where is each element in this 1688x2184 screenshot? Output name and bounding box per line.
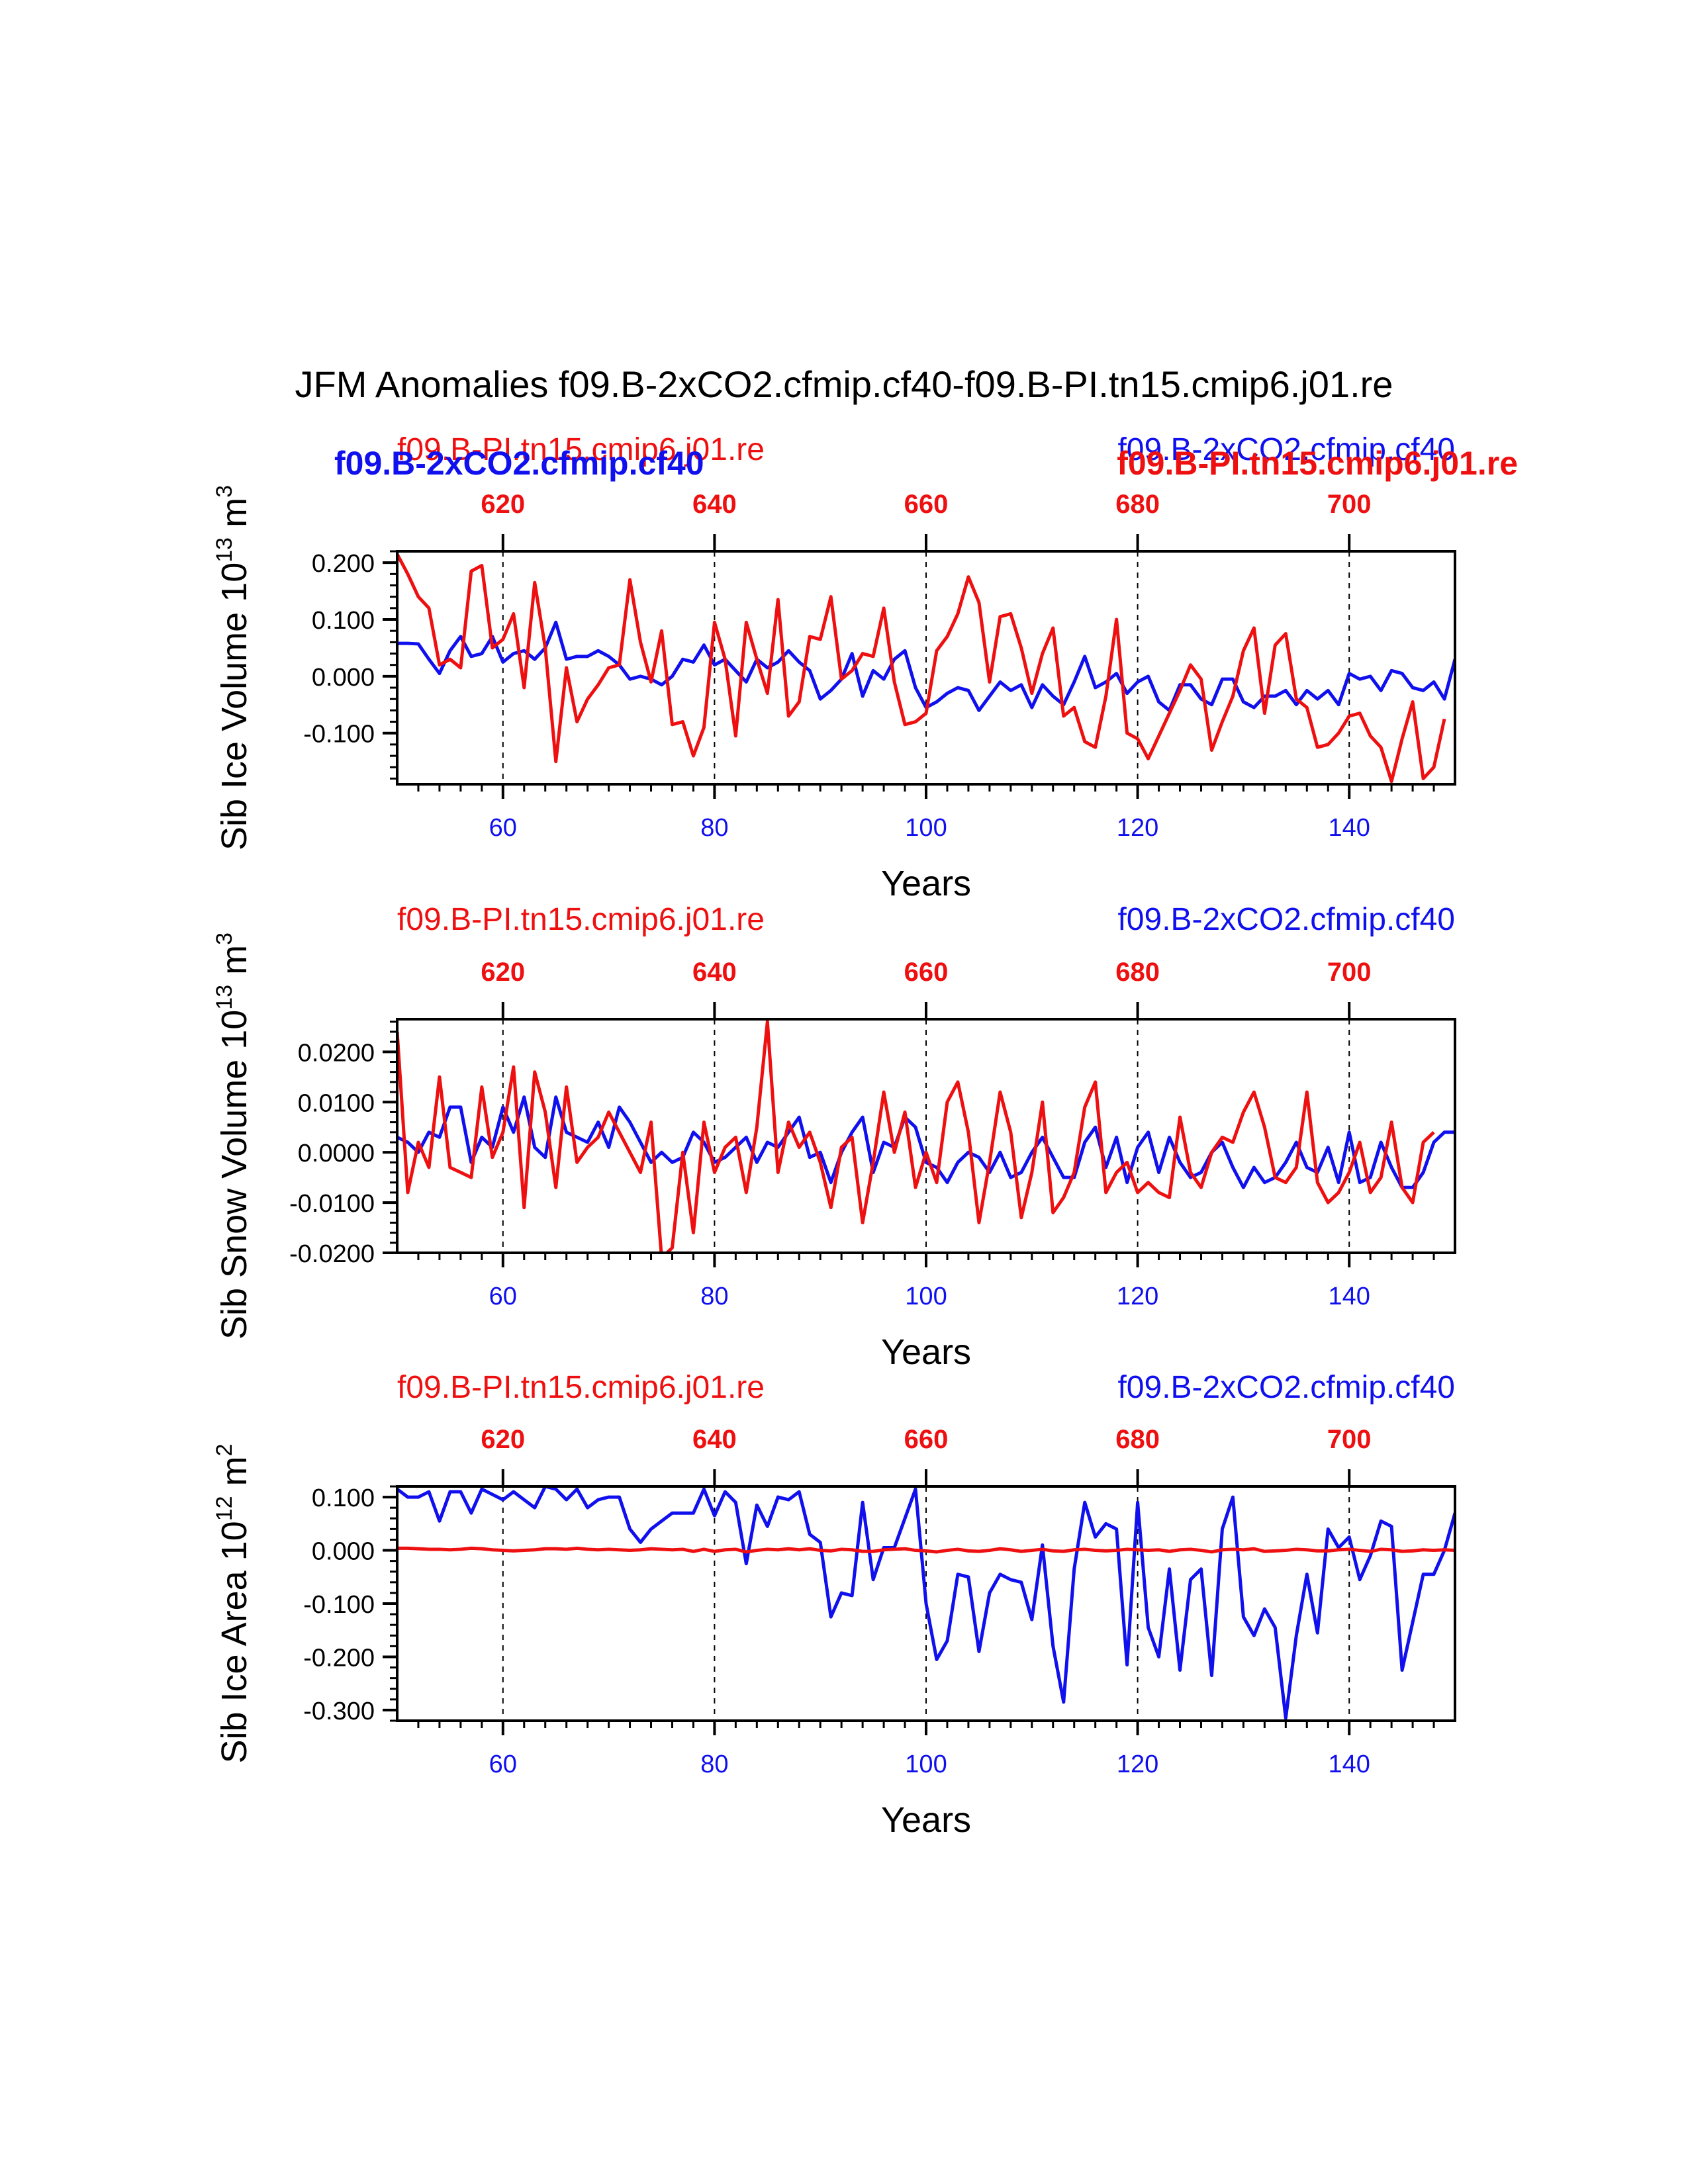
x-tick-label-top: 620: [481, 1425, 525, 1454]
series-line-red: [397, 1020, 1435, 1253]
x-tick-label-bottom: 80: [700, 1751, 728, 1778]
x-tick-label-top: 640: [692, 958, 737, 987]
x-tick-label-top: 680: [1115, 490, 1160, 519]
y-tick-label: 0.000: [312, 664, 375, 692]
x-tick-label-bottom: 140: [1328, 1283, 1370, 1310]
x-axis-title: Years: [881, 1332, 971, 1372]
x-axis-title: Years: [881, 864, 971, 903]
left-experiment-label: f09.B-PI.tn15.cmip6.j01.re: [397, 432, 765, 467]
y-tick-label: 0.0200: [298, 1039, 375, 1067]
x-tick-label-top: 700: [1327, 490, 1372, 519]
x-tick-label-bottom: 100: [905, 814, 947, 842]
x-tick-label-bottom: 140: [1328, 814, 1370, 842]
x-tick-label-bottom: 120: [1117, 1751, 1158, 1778]
x-tick-label-top: 700: [1327, 958, 1372, 987]
x-tick-label-top: 620: [481, 958, 525, 987]
y-tick-label: -0.0200: [289, 1240, 375, 1268]
y-tick-label: -0.200: [303, 1644, 375, 1672]
panel-sib-ice-area: 0.100 0.000 -0.100 -0.200 -0.300 60 80 100 120 14…: [212, 1370, 1456, 1840]
x-tick-label-top: 660: [904, 490, 949, 519]
y-axis-title: Sib Ice Volume 1013 m3: [212, 485, 254, 850]
y-axis-title: Sib Ice Area 1012 m2: [212, 1444, 254, 1764]
y-tick-label: -0.100: [303, 1591, 375, 1619]
y-tick-label: 0.0100: [298, 1089, 375, 1117]
right-experiment-label: f09.B-2xCO2.cfmip.cf40: [1117, 902, 1455, 937]
x-tick-label-top: 640: [692, 490, 737, 519]
x-tick-label-bottom: 60: [489, 1283, 517, 1310]
y-tick-label: 0.200: [312, 550, 375, 578]
x-tick-label-bottom: 80: [700, 814, 728, 842]
x-axis-title: Years: [881, 1800, 971, 1840]
y-tick-label: -0.100: [303, 721, 375, 749]
left-experiment-label-bold: f09.B-2xCO2.cfmip.cf40: [334, 445, 704, 482]
y-axis-title: Sib Snow Volume 1013 m3: [212, 933, 254, 1340]
y-tick-label: 0.100: [312, 1484, 375, 1512]
x-tick-label-bottom: 80: [700, 1283, 728, 1310]
x-tick-label-bottom: 120: [1117, 1283, 1158, 1310]
y-tick-label: 0.000: [312, 1538, 375, 1566]
y-tick-label: 0.100: [312, 607, 375, 635]
figure-title: JFM Anomalies f09.B-2xCO2.cfmip.cf40-f09…: [295, 363, 1393, 405]
right-experiment-label-bold: f09.B-PI.tn15.cmip6.j01.re: [1117, 445, 1518, 482]
y-tick-label: -0.300: [303, 1698, 375, 1725]
x-tick-label-top: 700: [1327, 1425, 1372, 1454]
y-tick-label: -0.0100: [289, 1190, 375, 1218]
x-tick-label-bottom: 60: [489, 1751, 517, 1778]
x-tick-label-bottom: 100: [905, 1751, 947, 1778]
x-tick-label-top: 640: [692, 1425, 737, 1454]
series-line-red: [397, 553, 1446, 784]
panel-sib-ice-volume: 0.200 0.100 0.000 -0.100 60 80 100 120 140 620 640…: [212, 432, 1518, 903]
x-tick-label-top: 680: [1115, 958, 1160, 987]
series-line-blue: [397, 1486, 1455, 1720]
x-tick-label-bottom: 60: [489, 814, 517, 842]
left-experiment-label: f09.B-PI.tn15.cmip6.j01.re: [397, 902, 765, 937]
x-tick-label-bottom: 140: [1328, 1751, 1370, 1778]
y-tick-label: 0.0000: [298, 1140, 375, 1167]
x-tick-label-top: 660: [904, 1425, 949, 1454]
panel-sib-snow-volume: 0.0200 0.0100 0.0000 -0.0100 -0.0200 60 80 100 1…: [212, 902, 1456, 1372]
x-tick-label-bottom: 120: [1117, 814, 1158, 842]
x-tick-label-bottom: 100: [905, 1283, 947, 1310]
left-experiment-label: f09.B-PI.tn15.cmip6.j01.re: [397, 1370, 765, 1405]
right-experiment-label: f09.B-2xCO2.cfmip.cf40: [1117, 1370, 1455, 1405]
x-tick-label-top: 660: [904, 958, 949, 987]
x-tick-label-top: 680: [1115, 1425, 1160, 1454]
right-experiment-label: f09.B-2xCO2.cfmip.cf40: [1117, 432, 1455, 467]
x-tick-label-top: 620: [481, 490, 525, 519]
series-line-red: [397, 1546, 1455, 1554]
